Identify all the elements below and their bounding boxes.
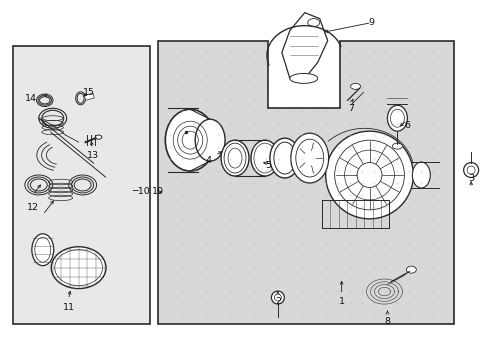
Ellipse shape — [221, 140, 249, 176]
Ellipse shape — [357, 163, 382, 188]
Ellipse shape — [388, 105, 407, 131]
Ellipse shape — [165, 109, 215, 171]
Ellipse shape — [51, 247, 106, 289]
Ellipse shape — [251, 140, 279, 176]
Text: 8: 8 — [385, 317, 391, 326]
Ellipse shape — [195, 119, 225, 161]
Circle shape — [274, 294, 281, 301]
Ellipse shape — [392, 143, 402, 149]
Text: 9: 9 — [368, 18, 374, 27]
Text: 6: 6 — [404, 121, 410, 130]
Bar — [84, 93, 94, 100]
Polygon shape — [282, 13, 328, 78]
Text: 5: 5 — [265, 161, 271, 170]
Text: 11: 11 — [63, 303, 74, 312]
Ellipse shape — [32, 234, 54, 266]
Ellipse shape — [350, 84, 361, 89]
Text: 1: 1 — [339, 297, 344, 306]
Text: 15: 15 — [83, 88, 95, 97]
Text: 7: 7 — [348, 104, 355, 113]
Text: 14: 14 — [25, 94, 37, 103]
Ellipse shape — [96, 135, 102, 139]
Ellipse shape — [308, 19, 319, 27]
Bar — [13, 45, 150, 324]
Text: 3: 3 — [468, 174, 474, 183]
Polygon shape — [158, 41, 454, 324]
Circle shape — [464, 163, 479, 177]
Ellipse shape — [291, 133, 329, 183]
Text: 4: 4 — [205, 156, 211, 165]
Text: 10: 10 — [152, 188, 164, 197]
Text: ─10: ─10 — [133, 188, 150, 197]
Ellipse shape — [406, 266, 416, 273]
Ellipse shape — [290, 73, 318, 84]
Text: 13: 13 — [87, 150, 98, 159]
Text: 12: 12 — [27, 203, 39, 212]
Circle shape — [467, 166, 475, 174]
Circle shape — [271, 291, 284, 304]
Ellipse shape — [326, 131, 414, 219]
Ellipse shape — [413, 162, 430, 188]
Ellipse shape — [270, 138, 300, 178]
Text: 2: 2 — [275, 297, 281, 306]
